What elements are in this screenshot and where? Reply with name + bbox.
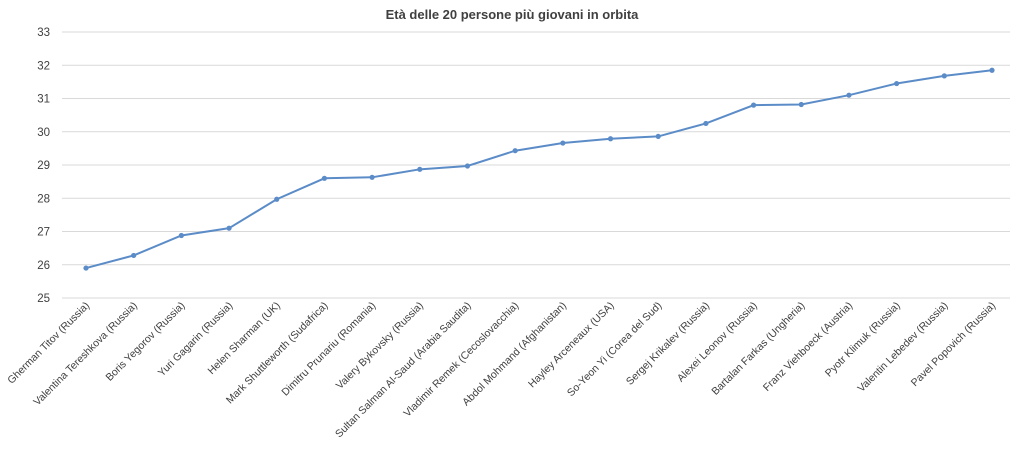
x-tick-label: Mark Shuttleworth (Sudafrica) bbox=[224, 300, 331, 407]
data-point bbox=[846, 92, 852, 98]
series bbox=[83, 67, 995, 271]
x-tick-label: Boris Yegorov (Russia) bbox=[103, 300, 187, 384]
data-point bbox=[798, 101, 804, 108]
x-tick-label: Pavel Popovich (Russia) bbox=[909, 300, 998, 389]
gridlines bbox=[62, 31, 1010, 299]
x-tick-label: Franz Viehboeck (Austria) bbox=[761, 300, 855, 394]
y-tick-label: 31 bbox=[37, 94, 50, 106]
x-axis-tick-labels: Gherman Titov (Russia)Valentina Tereshko… bbox=[5, 300, 998, 441]
data-point bbox=[703, 120, 709, 127]
x-tick-label: Bartalan Farkas (Ungheria) bbox=[709, 300, 807, 398]
y-tick-label: 25 bbox=[37, 293, 50, 305]
y-tick-label: 29 bbox=[37, 160, 50, 172]
x-tick-label: Hayley Arceneaux (USA) bbox=[526, 300, 617, 391]
data-point bbox=[178, 232, 184, 239]
data-point bbox=[226, 225, 232, 231]
data-point bbox=[607, 136, 614, 142]
y-axis-tick-labels: 25 26 27 28 29 30 31 32 33 bbox=[37, 27, 50, 305]
x-tick-label: Gherman Titov (Russia) bbox=[5, 300, 92, 387]
y-tick-label: 28 bbox=[37, 193, 50, 205]
data-point bbox=[894, 80, 900, 87]
chart-title: Età delle 20 persone più giovani in orbi… bbox=[386, 7, 640, 22]
y-tick-label: 32 bbox=[37, 60, 50, 72]
data-point bbox=[941, 73, 947, 79]
y-tick-label: 33 bbox=[37, 27, 50, 39]
data-point bbox=[321, 175, 328, 181]
y-tick-label: 30 bbox=[37, 127, 50, 139]
data-point bbox=[512, 148, 518, 154]
x-tick-label: Valery Bykovsky (Russia) bbox=[334, 300, 426, 392]
x-tick-label: Alexei Leonov (Russia) bbox=[675, 300, 760, 385]
data-point bbox=[989, 67, 995, 73]
data-point bbox=[131, 252, 137, 259]
data-point bbox=[369, 174, 375, 180]
data-point bbox=[750, 102, 757, 108]
data-point bbox=[655, 133, 661, 140]
data-point bbox=[464, 163, 471, 169]
y-tick-label: 26 bbox=[37, 260, 50, 272]
data-point bbox=[274, 196, 280, 202]
x-tick-label: Valentin Lebedev (Russia) bbox=[855, 300, 950, 395]
y-tick-label: 27 bbox=[37, 227, 50, 239]
x-tick-label: Dimitru Prunariu (Romania) bbox=[279, 300, 378, 399]
x-tick-label: Sergej Krikalev (Russia) bbox=[624, 300, 712, 388]
data-point bbox=[417, 166, 423, 172]
series-line bbox=[85, 69, 993, 270]
data-point bbox=[83, 265, 89, 271]
data-point bbox=[560, 140, 566, 146]
x-tick-label: So-Yeon Yi (Corea del Sud) bbox=[565, 300, 664, 399]
